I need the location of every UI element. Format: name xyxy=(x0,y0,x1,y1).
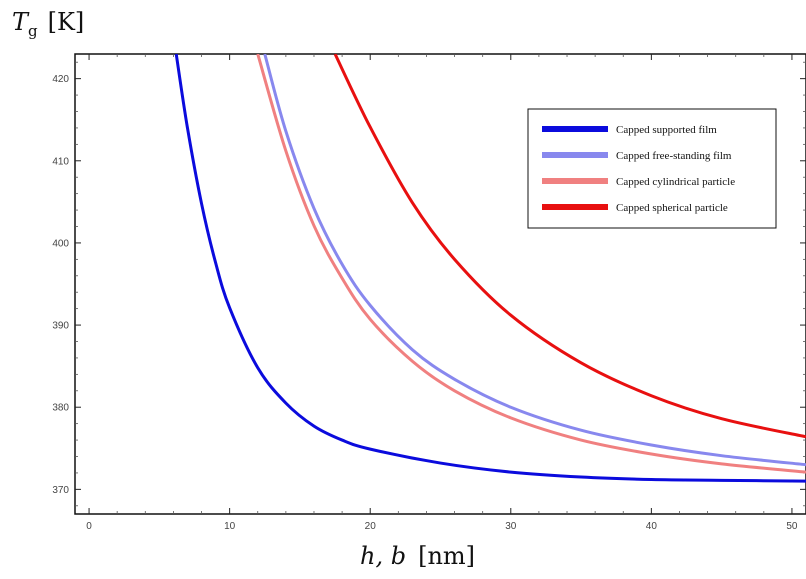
x-tick-label: 0 xyxy=(86,521,92,532)
y-tick-label: 370 xyxy=(52,485,69,496)
x-tick-label: 40 xyxy=(646,521,658,532)
x-tick-label: 20 xyxy=(365,521,377,532)
y-tick-label: 420 xyxy=(52,74,69,85)
y-tick-label: 410 xyxy=(52,156,69,167)
x-tick-label: 10 xyxy=(224,521,236,532)
x-tick-label: 50 xyxy=(786,521,798,532)
x-axis-label: h, b [nm] xyxy=(360,542,475,570)
legend: Capped supported film Capped free-standin… xyxy=(528,109,776,228)
legend-label-0: Capped supported film xyxy=(616,124,717,136)
y-tick-label: 400 xyxy=(52,238,69,249)
x-tick-label: 30 xyxy=(505,521,517,532)
y-tick-label: 390 xyxy=(52,321,69,332)
legend-label-2: Capped cylindrical particle xyxy=(616,176,735,188)
y-tick-label: 380 xyxy=(52,403,69,414)
legend-label-3: Capped spherical particle xyxy=(616,202,728,214)
legend-label-1: Capped free-standing film xyxy=(616,150,732,162)
y-axis-label: Tg [K] xyxy=(12,8,84,40)
